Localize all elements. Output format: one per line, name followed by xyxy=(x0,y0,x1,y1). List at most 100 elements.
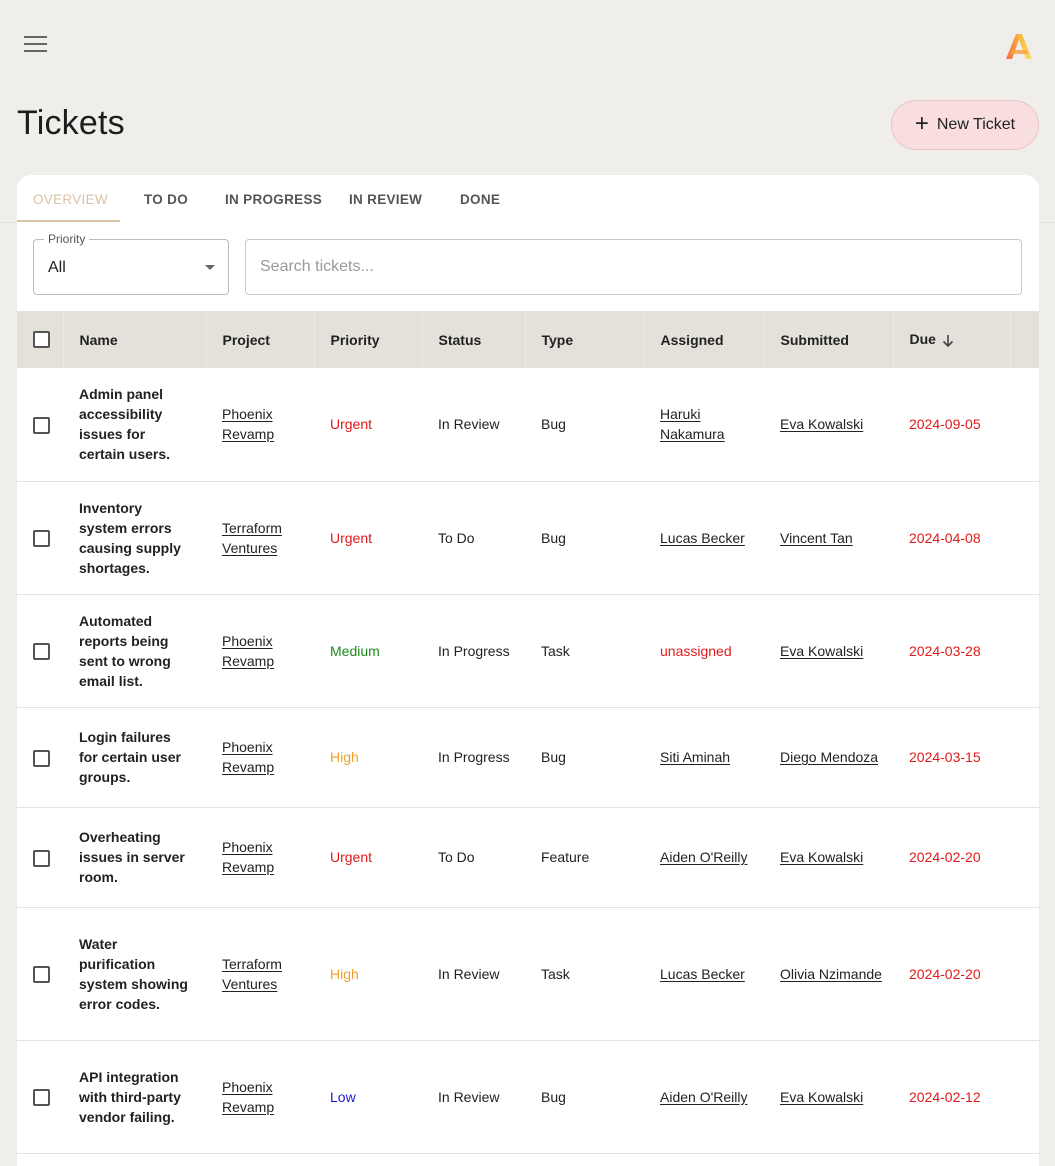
ticket-priority: High xyxy=(314,707,422,808)
ticket-due-date: 2024-04-08 xyxy=(893,481,1010,595)
ticket-submitted-link[interactable]: Olivia Nzimande xyxy=(780,965,882,982)
new-ticket-button[interactable]: + New Ticket xyxy=(891,100,1039,150)
column-header-due-label: Due xyxy=(909,331,936,348)
ticket-submitted-link[interactable]: Eva Kowalski xyxy=(780,1088,864,1105)
table-row[interactable]: Inventory system errors causing supply s… xyxy=(17,481,1039,595)
hamburger-menu-icon[interactable] xyxy=(24,36,48,56)
column-header-due[interactable]: Due xyxy=(893,311,1011,368)
table-row[interactable]: Overheating issues in server room. Phoen… xyxy=(17,807,1039,908)
ticket-assigned-link[interactable]: Aiden O'Reilly xyxy=(660,849,748,865)
ticket-status: In Review xyxy=(422,368,525,482)
search-tickets-input[interactable] xyxy=(245,239,1022,295)
status-tabs: OVERVIEW TO DO IN PROGRESS IN REVIEW DON… xyxy=(17,175,1039,222)
row-checkbox[interactable] xyxy=(33,417,50,435)
row-spacer xyxy=(1010,594,1039,708)
ticket-assigned-link[interactable]: Siti Aminah xyxy=(660,749,731,765)
ticket-status: In Review xyxy=(422,1040,525,1154)
ticket-project-link[interactable]: Phoenix Revamp xyxy=(222,632,275,669)
tab-in-progress[interactable]: IN PROGRESS xyxy=(225,192,323,207)
ticket-due-date: 2024-03-15 xyxy=(893,707,1010,808)
ticket-project-cell: Phoenix Revamp xyxy=(206,1040,314,1154)
table-row[interactable]: Admin panel accessibility issues for cer… xyxy=(17,368,1039,482)
active-tab-indicator xyxy=(17,220,120,222)
sort-descending-arrow-icon[interactable] xyxy=(942,334,954,348)
column-header-assigned[interactable]: Assigned xyxy=(644,311,765,368)
ticket-type: Task xyxy=(525,594,644,708)
column-header-priority[interactable]: Priority xyxy=(314,311,423,368)
top-bar xyxy=(0,0,1055,92)
app-logo-a-icon[interactable] xyxy=(1003,30,1035,62)
ticket-type: Feature xyxy=(525,807,644,908)
ticket-assigned-cell: Haruki Nakamura xyxy=(644,368,764,482)
ticket-assigned-link[interactable]: Lucas Becker xyxy=(660,965,745,982)
row-checkbox[interactable] xyxy=(33,849,50,867)
ticket-name: API integration with third-party vendor … xyxy=(63,1040,206,1154)
tickets-table: Name Project Priority Status Type Assign… xyxy=(17,311,1039,1154)
row-checkbox[interactable] xyxy=(33,749,50,767)
ticket-submitted-link[interactable]: Eva Kowalski xyxy=(780,416,864,433)
ticket-assigned-link[interactable]: Aiden O'Reilly xyxy=(660,1088,748,1105)
ticket-project-cell: Terraform Ventures xyxy=(206,481,314,595)
ticket-assigned-link[interactable]: Haruki Nakamura xyxy=(660,406,725,443)
ticket-project-link[interactable]: Terraform Ventures xyxy=(222,519,282,556)
ticket-type: Bug xyxy=(525,368,644,482)
table-row[interactable]: API integration with third-party vendor … xyxy=(17,1040,1039,1154)
ticket-submitted-link[interactable]: Vincent Tan xyxy=(780,529,853,546)
row-checkbox[interactable] xyxy=(33,1089,50,1107)
select-all-cell xyxy=(17,311,64,368)
ticket-type: Bug xyxy=(525,707,644,808)
ticket-submitted-link[interactable]: Diego Mendoza xyxy=(780,749,879,765)
table-row[interactable]: Water purification system showing error … xyxy=(17,907,1039,1041)
row-checkbox[interactable] xyxy=(33,966,50,984)
ticket-type: Task xyxy=(525,907,644,1041)
row-spacer xyxy=(1010,481,1039,595)
column-header-submitted[interactable]: Submitted xyxy=(764,311,894,368)
plus-icon: + xyxy=(914,110,929,137)
row-select-cell xyxy=(17,1040,63,1154)
row-checkbox[interactable] xyxy=(33,643,50,661)
ticket-assigned-unassigned: unassigned xyxy=(644,594,764,708)
column-header-type[interactable]: Type xyxy=(525,311,645,368)
ticket-priority: Urgent xyxy=(314,368,422,482)
ticket-name: Overheating issues in server room. xyxy=(63,807,206,908)
row-checkbox[interactable] xyxy=(33,530,50,548)
ticket-submitted-link[interactable]: Eva Kowalski xyxy=(780,642,864,659)
ticket-assigned-link[interactable]: Lucas Becker xyxy=(660,529,745,546)
ticket-name: Inventory system errors causing supply s… xyxy=(63,481,206,595)
tab-overview[interactable]: OVERVIEW xyxy=(33,192,108,207)
row-spacer xyxy=(1010,1040,1039,1154)
ticket-project-link[interactable]: Phoenix Revamp xyxy=(222,839,275,875)
new-ticket-label: New Ticket xyxy=(936,116,1016,133)
ticket-name: Login failures for certain user groups. xyxy=(63,707,206,808)
ticket-project-link[interactable]: Phoenix Revamp xyxy=(222,406,275,443)
ticket-assigned-cell: Lucas Becker xyxy=(644,907,764,1041)
ticket-status: To Do xyxy=(422,481,525,595)
tab-to-do[interactable]: TO DO xyxy=(144,192,189,207)
column-header-status[interactable]: Status xyxy=(422,311,526,368)
table-row[interactable]: Login failures for certain user groups. … xyxy=(17,707,1039,808)
ticket-due-date: 2024-03-28 xyxy=(893,594,1010,708)
table-row[interactable]: Automated reports being sent to wrong em… xyxy=(17,594,1039,708)
tab-done[interactable]: DONE xyxy=(460,192,501,207)
ticket-project-link[interactable]: Phoenix Revamp xyxy=(222,739,275,775)
ticket-project-cell: Phoenix Revamp xyxy=(206,807,314,908)
page-title: Tickets xyxy=(17,104,125,142)
ticket-assigned-cell: Lucas Becker xyxy=(644,481,764,595)
priority-filter-select[interactable]: Priority All xyxy=(33,232,229,295)
ticket-project-cell: Terraform Ventures xyxy=(206,907,314,1041)
ticket-priority: Medium xyxy=(314,594,422,708)
ticket-priority: Low xyxy=(314,1040,422,1154)
column-header-project[interactable]: Project xyxy=(206,311,315,368)
ticket-project-link[interactable]: Phoenix Revamp xyxy=(222,1078,275,1115)
ticket-submitted-link[interactable]: Eva Kowalski xyxy=(780,849,864,865)
column-header-name[interactable]: Name xyxy=(63,311,207,368)
ticket-status: In Progress xyxy=(422,707,525,808)
row-select-cell xyxy=(17,807,63,908)
tab-in-review[interactable]: IN REVIEW xyxy=(349,192,423,207)
ticket-project-link[interactable]: Terraform Ventures xyxy=(222,955,282,992)
ticket-priority: High xyxy=(314,907,422,1041)
ticket-submitted-cell: Diego Mendoza xyxy=(764,707,893,808)
ticket-submitted-cell: Eva Kowalski xyxy=(764,1040,893,1154)
select-all-checkbox[interactable] xyxy=(33,331,50,349)
row-select-cell xyxy=(17,368,63,482)
